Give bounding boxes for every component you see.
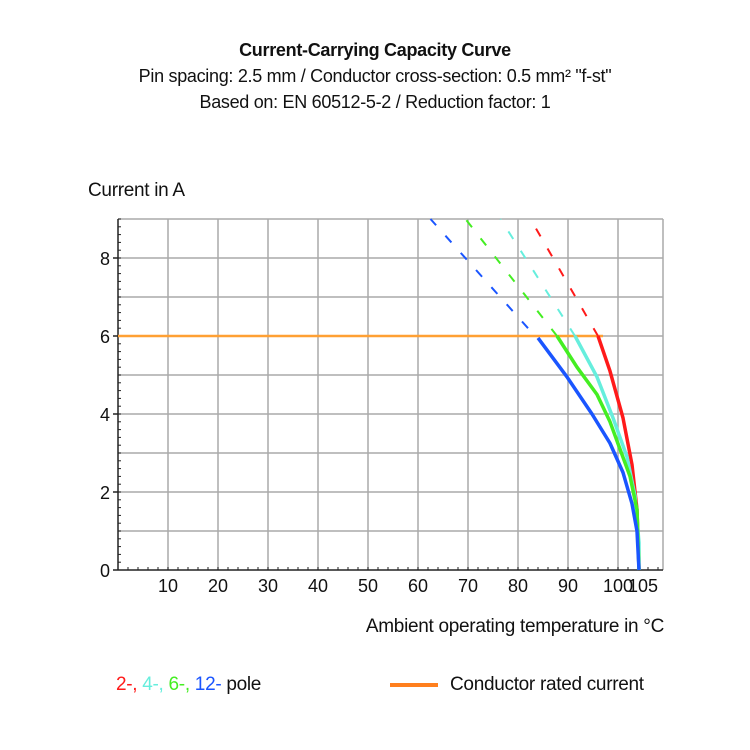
- y-tick-label: 2: [100, 483, 110, 503]
- legend-pole-6: 6-,: [168, 674, 191, 695]
- x-tick-label: 80: [508, 576, 528, 596]
- series-dashed-3: [429, 218, 529, 329]
- x-tick-label: 10: [158, 576, 178, 596]
- series-dashed-2: [464, 218, 558, 337]
- chart-subtitle-1: Pin spacing: 2.5 mm / Conductor cross-se…: [138, 66, 612, 86]
- series-dashed-0: [529, 218, 599, 337]
- x-tick-label: 90: [558, 576, 578, 596]
- x-axis-label: Ambient operating temperature in °C: [365, 616, 664, 637]
- legend-rated-label: Conductor rated current: [450, 674, 644, 695]
- y-tick-label: 6: [100, 327, 110, 347]
- legend-pole-suffix: pole: [226, 674, 262, 695]
- x-tick-label: 40: [308, 576, 328, 596]
- legend-rated-swatch: [390, 683, 438, 687]
- chart-subtitle-2: Based on: EN 60512-5-2 / Reduction facto…: [199, 92, 551, 112]
- x-tick-label: 60: [408, 576, 428, 596]
- y-axis-label: Current in A: [88, 180, 185, 201]
- y-tick-label: 8: [100, 249, 110, 269]
- y-tick-label: 4: [100, 405, 110, 425]
- series-dashed-1: [499, 218, 576, 337]
- legend-poles: 2-, 4-, 6-, 12- pole: [116, 674, 261, 696]
- x-tick-label: 100: [603, 576, 633, 596]
- chart-title: Current-Carrying Capacity Curve: [239, 40, 511, 60]
- x-tick-label: 30: [258, 576, 278, 596]
- legend-pole-4: 4-,: [142, 674, 164, 695]
- series-solid-3: [536, 336, 641, 571]
- series-solid-2: [555, 335, 641, 571]
- legend-rated-current: Conductor rated current: [390, 674, 644, 696]
- x-tick-label: 50: [358, 576, 378, 596]
- legend-pole-12: 12-: [194, 674, 222, 695]
- x-tick-label: 70: [458, 576, 478, 596]
- x-tick-label: 20: [208, 576, 228, 596]
- legend-pole-2: 2-,: [116, 674, 138, 695]
- y-tick-label: 0: [100, 561, 110, 581]
- x-tick-label: 105: [628, 576, 658, 596]
